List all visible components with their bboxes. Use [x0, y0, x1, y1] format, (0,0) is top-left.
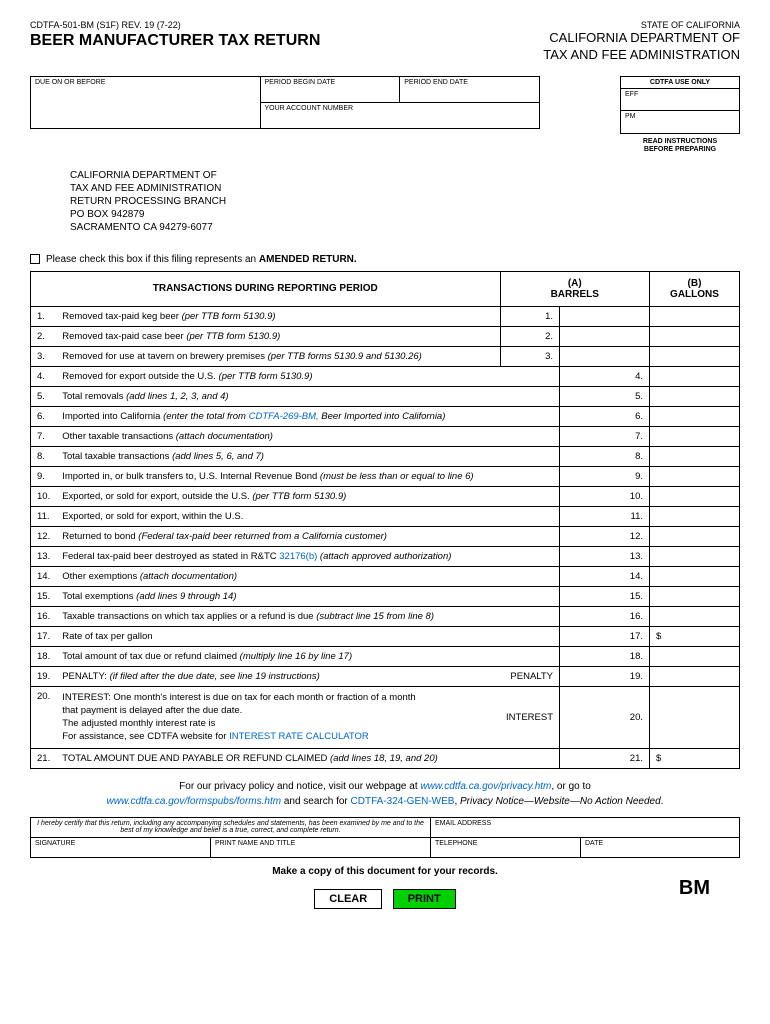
- email-cell[interactable]: EMAIL ADDRESS: [431, 817, 740, 837]
- privacy-notice: For our privacy policy and notice, visit…: [30, 779, 740, 809]
- use-only-header: CDTFA USE ONLY: [621, 77, 739, 89]
- mailing-address: CALIFORNIA DEPARTMENT OF TAX AND FEE ADM…: [70, 169, 740, 234]
- period-begin-cell[interactable]: PERIOD BEGIN DATE: [260, 76, 400, 102]
- row-9: 9.Imported in, or bulk transfers to, U.S…: [31, 466, 740, 486]
- form-title: BEER MANUFACTURER TAX RETURN: [30, 32, 320, 50]
- row-21: 21.TOTAL AMOUNT DUE AND PAYABLE OR REFUN…: [31, 748, 740, 768]
- read-instructions: READ INSTRUCTIONS BEFORE PREPARING: [620, 138, 740, 155]
- printname-cell[interactable]: PRINT NAME AND TITLE: [211, 837, 431, 857]
- forms-link[interactable]: www.cdtfa.ca.gov/formspubs/forms.htm: [107, 796, 282, 807]
- dept-line2: TAX AND FEE ADMINISTRATION: [543, 47, 740, 64]
- info-row: DUE ON OR BEFORE PERIOD BEGIN DATE PERIO…: [30, 76, 740, 155]
- privacy-link[interactable]: www.cdtfa.ca.gov/privacy.htm: [420, 781, 551, 792]
- header: CDTFA-501-BM (S1F) REV. 19 (7-22) BEER M…: [30, 20, 740, 64]
- date-cell[interactable]: DATE: [581, 837, 740, 857]
- row-5: 5.Total removals (add lines 1, 2, 3, and…: [31, 386, 740, 406]
- button-row: CLEAR PRINT: [30, 889, 740, 909]
- row-8: 8.Total taxable transactions (add lines …: [31, 446, 740, 466]
- form-code: CDTFA-501-BM (S1F) REV. 19 (7-22): [30, 20, 320, 30]
- search-form-link[interactable]: CDTFA-324-GEN-WEB: [351, 796, 455, 807]
- row-11: 11.Exported, or sold for export, within …: [31, 506, 740, 526]
- signature-table: I hereby certify that this return, inclu…: [30, 817, 740, 858]
- state-label: STATE OF CALIFORNIA: [543, 20, 740, 30]
- period-table: DUE ON OR BEFORE PERIOD BEGIN DATE PERIO…: [30, 76, 540, 129]
- account-number-cell[interactable]: YOUR ACCOUNT NUMBER: [260, 102, 539, 128]
- transactions-table: TRANSACTIONS DURING REPORTING PERIOD (A)…: [30, 271, 740, 769]
- th-gallons: (B)GALLONS: [650, 271, 740, 306]
- row-12: 12.Returned to bond (Federal tax-paid be…: [31, 526, 740, 546]
- signature-cell[interactable]: SIGNATURE: [31, 837, 211, 857]
- row-15: 15.Total exemptions (add lines 9 through…: [31, 586, 740, 606]
- th-barrels: (A)BARRELS: [500, 271, 649, 306]
- row-4: 4.Removed for export outside the U.S. (p…: [31, 366, 740, 386]
- period-end-cell[interactable]: PERIOD END DATE: [400, 76, 540, 102]
- row-2: 2.Removed tax-paid case beer (per TTB fo…: [31, 326, 740, 346]
- amended-text: Please check this box if this filing rep…: [46, 254, 357, 265]
- pm-cell: PM: [621, 111, 739, 133]
- th-desc: TRANSACTIONS DURING REPORTING PERIOD: [31, 271, 501, 306]
- eff-cell: EFF: [621, 89, 739, 111]
- amended-row: Please check this box if this filing rep…: [30, 254, 740, 265]
- use-only-box: CDTFA USE ONLY EFF PM: [620, 76, 740, 134]
- row-13: 13.Federal tax-paid beer destroyed as st…: [31, 546, 740, 566]
- row-18: 18.Total amount of tax due or refund cla…: [31, 646, 740, 666]
- due-on-before-cell[interactable]: DUE ON OR BEFORE: [31, 76, 261, 128]
- amended-checkbox[interactable]: [30, 254, 40, 264]
- footer: Make a copy of this document for your re…: [30, 866, 740, 877]
- row-6: 6.Imported into California (enter the to…: [31, 406, 740, 426]
- row-16: 16.Taxable transactions on which tax app…: [31, 606, 740, 626]
- bm-code: BM: [679, 877, 710, 900]
- clear-button[interactable]: CLEAR: [314, 889, 382, 909]
- use-only-container: CDTFA USE ONLY EFF PM READ INSTRUCTIONS …: [620, 76, 740, 155]
- row-7: 7.Other taxable transactions (attach doc…: [31, 426, 740, 446]
- row-20: 20.INTEREST: One month's interest is due…: [31, 686, 740, 748]
- dept-line1: CALIFORNIA DEPARTMENT OF: [543, 30, 740, 47]
- row-1: 1.Removed tax-paid keg beer (per TTB for…: [31, 306, 740, 326]
- row-17: 17.Rate of tax per gallon17.$: [31, 626, 740, 646]
- copy-note: Make a copy of this document for your re…: [30, 866, 740, 877]
- row-10: 10.Exported, or sold for export, outside…: [31, 486, 740, 506]
- row-14: 14.Other exemptions (attach documentatio…: [31, 566, 740, 586]
- row-19: 19.PENALTY: (if filed after the due date…: [31, 666, 740, 686]
- certification-text: I hereby certify that this return, inclu…: [31, 817, 431, 837]
- row-3: 3.Removed for use at tavern on brewery p…: [31, 346, 740, 366]
- telephone-cell[interactable]: TELEPHONE: [431, 837, 581, 857]
- print-button[interactable]: PRINT: [393, 889, 456, 909]
